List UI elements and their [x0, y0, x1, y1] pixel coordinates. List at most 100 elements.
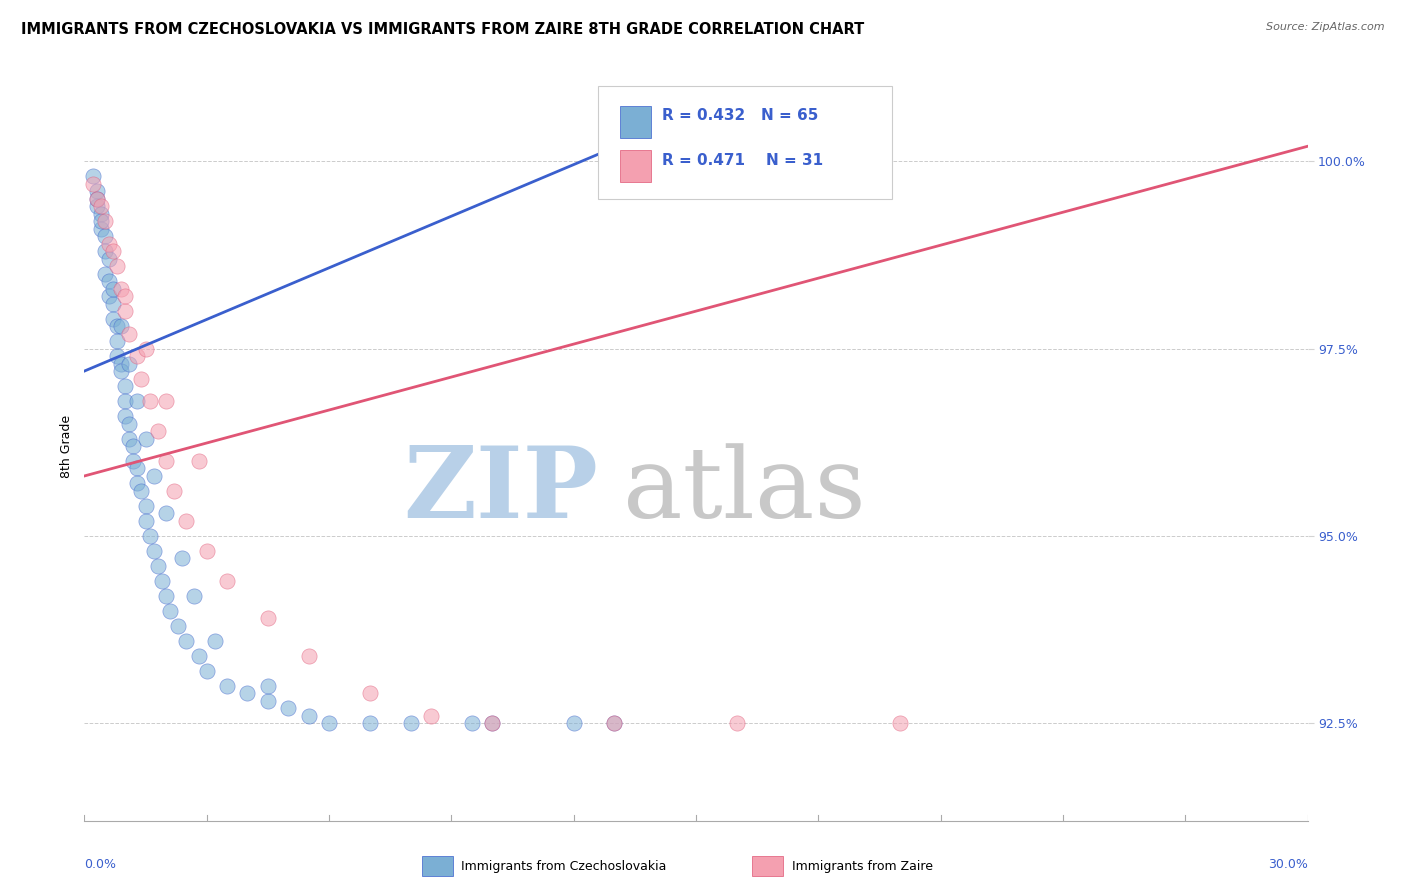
Point — [97, 236, 120, 251]
Point — [127, 461, 149, 475]
Point — [138, 394, 160, 409]
Point — [135, 514, 157, 528]
Point — [217, 679, 239, 693]
Text: atlas: atlas — [623, 443, 865, 539]
Point — [155, 394, 177, 409]
Point — [118, 326, 141, 341]
Point — [101, 244, 124, 259]
Point — [86, 199, 108, 213]
Text: Immigrants from Czechoslovakia: Immigrants from Czechoslovakia — [461, 860, 666, 872]
Point — [114, 394, 136, 409]
Point — [86, 192, 108, 206]
Point — [90, 199, 112, 213]
Point — [97, 289, 120, 303]
Point — [359, 716, 381, 731]
Point — [159, 604, 181, 618]
Point — [146, 558, 169, 573]
Point — [122, 454, 145, 468]
Point — [461, 716, 484, 731]
Point — [105, 259, 128, 273]
Point — [90, 214, 112, 228]
Point — [105, 319, 128, 334]
Point — [86, 192, 108, 206]
Point — [142, 544, 165, 558]
Point — [131, 483, 153, 498]
Point — [97, 274, 120, 288]
Point — [101, 282, 124, 296]
FancyBboxPatch shape — [620, 106, 651, 137]
Point — [90, 221, 112, 235]
Point — [86, 184, 108, 198]
Text: Immigrants from Zaire: Immigrants from Zaire — [792, 860, 932, 872]
Point — [725, 716, 748, 731]
Point — [359, 686, 381, 700]
Point — [135, 499, 157, 513]
Text: ZIP: ZIP — [404, 442, 598, 540]
Point — [318, 716, 340, 731]
Point — [110, 282, 132, 296]
Point — [195, 544, 218, 558]
Point — [97, 252, 120, 266]
Text: 30.0%: 30.0% — [1268, 858, 1308, 871]
Point — [110, 357, 132, 371]
FancyBboxPatch shape — [620, 150, 651, 181]
Text: R = 0.471    N = 31: R = 0.471 N = 31 — [662, 153, 823, 168]
Point — [93, 267, 115, 281]
Point — [101, 296, 124, 310]
Point — [101, 311, 124, 326]
Point — [90, 207, 112, 221]
Point — [195, 664, 218, 678]
Point — [187, 454, 209, 468]
Point — [257, 694, 280, 708]
Point — [298, 648, 321, 663]
Point — [93, 244, 115, 259]
Point — [82, 169, 104, 184]
Point — [217, 574, 239, 588]
Point — [110, 364, 132, 378]
Point — [93, 229, 115, 244]
Point — [183, 589, 205, 603]
Text: R = 0.432   N = 65: R = 0.432 N = 65 — [662, 108, 818, 123]
Text: IMMIGRANTS FROM CZECHOSLOVAKIA VS IMMIGRANTS FROM ZAIRE 8TH GRADE CORRELATION CH: IMMIGRANTS FROM CZECHOSLOVAKIA VS IMMIGR… — [21, 22, 865, 37]
Point — [127, 349, 149, 363]
Point — [135, 432, 157, 446]
Y-axis label: 8th Grade: 8th Grade — [60, 415, 73, 477]
Point — [562, 716, 585, 731]
Point — [257, 679, 280, 693]
Point — [114, 409, 136, 423]
Point — [150, 574, 173, 588]
Text: Source: ZipAtlas.com: Source: ZipAtlas.com — [1267, 22, 1385, 32]
Point — [187, 648, 209, 663]
Point — [174, 514, 197, 528]
Point — [603, 716, 626, 731]
Point — [110, 319, 132, 334]
Point — [138, 529, 160, 543]
Point — [257, 611, 280, 625]
Point — [163, 483, 186, 498]
Point — [420, 708, 443, 723]
Point — [127, 476, 149, 491]
Point — [277, 701, 299, 715]
Point — [118, 432, 141, 446]
FancyBboxPatch shape — [598, 87, 891, 199]
Point — [131, 371, 153, 385]
Text: 0.0%: 0.0% — [84, 858, 117, 871]
Point — [105, 349, 128, 363]
Point — [114, 289, 136, 303]
Point — [155, 507, 177, 521]
Point — [118, 417, 141, 431]
Point — [155, 589, 177, 603]
Point — [172, 551, 194, 566]
Point — [603, 716, 626, 731]
Point — [122, 439, 145, 453]
Point — [155, 454, 177, 468]
Point — [105, 334, 128, 348]
Point — [146, 424, 169, 438]
Point — [167, 619, 190, 633]
Point — [93, 214, 115, 228]
Point — [481, 716, 503, 731]
Point — [236, 686, 259, 700]
Point — [298, 708, 321, 723]
Point — [127, 394, 149, 409]
Point — [399, 716, 422, 731]
